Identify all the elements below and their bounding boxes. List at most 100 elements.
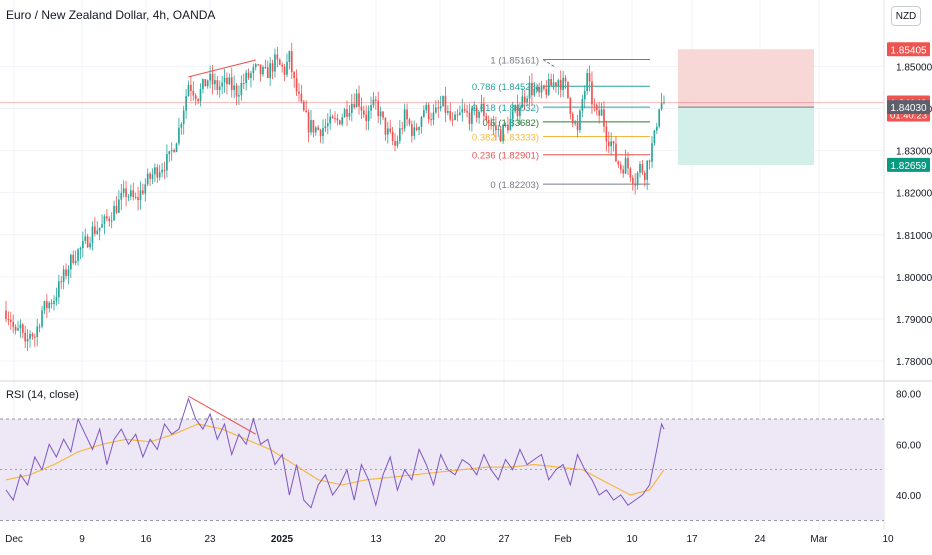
candle-body [603,109,605,127]
candle-body [547,79,550,95]
candle-body [310,120,312,133]
candle-body [245,72,247,84]
candle-body [197,99,199,102]
candle-body [230,77,233,91]
candle-body [110,220,113,222]
candle-body [403,109,406,129]
candle-body [82,240,84,248]
candle-body [552,82,555,86]
candle-body [641,164,644,173]
candle-body [278,59,281,65]
candle-body [346,109,348,117]
candle-body [329,116,332,124]
take-profit-zone[interactable] [678,107,814,165]
candle-body [31,333,34,337]
candle-body [406,109,408,120]
candle-body [588,73,591,82]
candle-body [449,111,452,120]
candle-body [38,326,41,328]
candle-body [103,216,106,225]
stop-loss-zone[interactable] [678,49,814,108]
candle-body [629,168,632,178]
candle-body [96,230,99,234]
candle-body [447,111,449,113]
price-tick-label: 1.85000 [896,62,932,73]
fib-level-label: 0.236 (1.82901) [472,151,539,162]
candle-body [528,82,531,99]
candle-body [598,110,601,116]
candle-body [314,127,317,133]
candle-body [600,109,603,116]
rsi-divergence-line[interactable] [188,395,256,435]
rsi-axis[interactable]: 80.00 60.00 40.00 [896,390,921,502]
candle-body [562,78,564,90]
candle-body [348,112,351,117]
target-price-tag-bg [887,157,930,172]
candle-body [545,88,548,95]
candle-body [535,87,538,90]
candle-body [341,117,344,125]
candle-body [48,302,51,309]
price-tick-label: 1.80000 [896,273,932,284]
candle-body [233,85,235,91]
candle-body [276,54,279,60]
candle-body [264,66,267,68]
candle-body [288,51,291,63]
candle-body [648,160,651,162]
fib-trend-line[interactable] [542,59,557,69]
candle-body [187,84,190,97]
candle-body [274,54,276,72]
candles [5,42,665,351]
candle-body [331,116,334,119]
candle-body [612,141,615,144]
currency-badge[interactable]: NZD [891,6,921,26]
candle-body [607,141,610,147]
candle-body [130,190,132,197]
candle-body [432,112,435,120]
candle-body [190,84,192,91]
candle-body [322,127,324,137]
time-tick-label: Mar [810,534,828,545]
candle-body [86,236,89,248]
candle-body [295,78,298,92]
candle-body [106,216,108,219]
candle-body [194,95,197,100]
candle-body [473,107,476,109]
candle-body [118,199,120,213]
candle-body [36,326,39,338]
candle-body [358,93,360,107]
candle-body [360,106,363,111]
candle-body [223,77,226,83]
candle-body [163,169,166,171]
candle-body [67,269,70,276]
candle-body [636,172,639,186]
candle-body [581,99,584,111]
candle-body [192,90,195,96]
candle-body [367,110,370,122]
price-tick-label: 1.78000 [896,357,932,368]
candle-body [214,80,216,85]
candle-body [281,64,284,67]
candle-body [144,184,147,194]
candle-body [646,160,649,180]
candle-body [350,103,353,113]
candle-body [170,149,173,152]
candle-body [615,143,617,162]
candle-body [7,319,10,321]
fib-level-label: 0 (1.82203) [490,180,539,191]
candle-body [235,85,238,97]
candle-body [459,112,461,116]
candle-body [14,326,17,331]
time-axis[interactable]: Dec 9 16 23 2025 13 20 27 Feb 10 17 24 Mar 10 [5,534,894,545]
price-divergence-line[interactable] [188,59,256,78]
candle-body [425,104,428,111]
candle-body [533,89,536,96]
stop-price-tag: 1.85405 [890,45,927,56]
candle-body [317,127,320,130]
candle-body [206,80,209,87]
candle-body [619,164,622,170]
candle-body [202,79,204,90]
candle-body [21,324,24,333]
